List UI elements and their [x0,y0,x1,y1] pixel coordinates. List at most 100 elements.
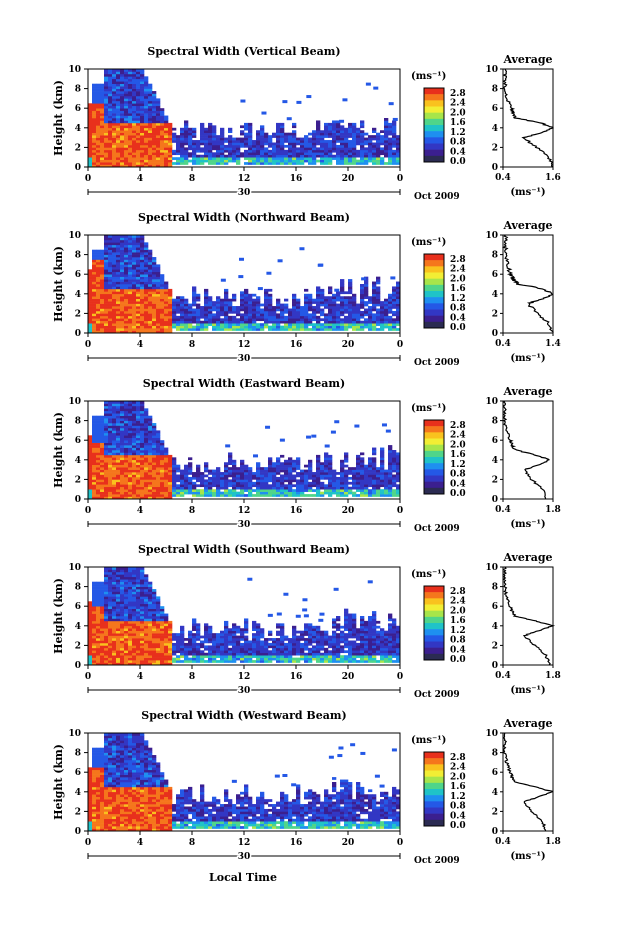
heatmap-cell [396,137,401,141]
heatmap-cell [152,98,157,102]
heatmap-cell [124,257,129,260]
heatmap-cell [136,83,141,87]
heatmap-cell [364,479,369,483]
heatmap-cell [264,494,269,497]
heatmap-cell [184,308,189,312]
heatmap-cell [132,330,137,334]
heatmap-cell [336,308,341,312]
heatmap-cell [108,108,113,111]
heatmap-cell [148,320,153,324]
heatmap-cell [116,147,121,151]
heatmap-cell [96,464,101,468]
heatmap-cell [108,157,113,160]
heatmap-cell [332,144,337,148]
heatmap-cell [364,494,369,497]
heatmap-cell [120,464,125,468]
heatmap-cell [140,147,145,151]
heatmap-cell [180,303,185,307]
heatmap-cell [168,484,173,488]
heatmap-cell [144,418,149,421]
heatmap-cell [112,401,117,404]
heatmap-cell [168,157,173,160]
heatmap-cell [108,601,113,605]
heatmap-cell [156,113,161,116]
heatmap-cell [220,301,225,304]
heatmap-cell [136,328,141,331]
heatmap-cell [284,318,289,322]
date-label: Oct 2009 [414,524,460,534]
heatmap-cell [148,293,153,297]
heatmap-cell [140,469,145,473]
heatmap-cell [396,310,401,314]
heatmap-cell [304,154,309,158]
heatmap-cell [360,137,365,141]
heatmap-cell [156,281,161,285]
heatmap-cell [244,288,249,292]
heatmap-cell [112,474,117,478]
heatmap-cell [284,459,289,463]
heatmap-cell [100,596,105,600]
heatmap-cell [148,496,153,500]
heatmap-cell [280,122,285,126]
heatmap-cell [316,301,321,304]
heatmap-cell [180,476,185,480]
heatmap-cell [320,157,325,160]
heatmap-cell [236,484,241,488]
heatmap-cell [108,442,113,446]
heatmap-cell [100,137,105,141]
heatmap-cell [268,288,273,292]
heatmap-cell [368,149,373,153]
heatmap-cell [104,405,109,409]
heatmap-cell [280,162,285,165]
heatmap-cell [104,425,109,429]
heatmap-cell [380,306,385,309]
heatmap-cell [192,484,197,488]
heatmap-cell [116,95,121,99]
heatmap-cell [104,474,109,478]
heatmap-cell [308,469,313,473]
heatmap-cell [116,318,121,322]
heatmap-cell [128,405,133,409]
heatmap-cell [396,296,401,299]
heatmap-cell [368,135,373,138]
colorbar-frame [423,87,445,163]
heatmap-cell [268,315,273,319]
heatmap-cell [112,135,117,138]
heatmap-cell [148,454,153,458]
heatmap-cell [112,418,117,421]
heatmap-cell [268,469,273,473]
heatmap-cell [96,596,101,600]
heatmap-cell [336,149,341,153]
heatmap-cell [92,95,97,99]
heatmap-cell [292,328,297,331]
heatmap-cell [136,144,141,148]
heatmap-cell [168,325,173,329]
heatmap-cell [104,257,109,260]
heatmap-cell [168,127,173,131]
heatmap-cell [360,479,365,483]
heatmap-cell [132,159,137,163]
heatmap-cell [212,159,217,163]
heatmap-cell [184,132,189,136]
heatmap-cell [112,142,117,146]
heatmap-cell [156,303,161,307]
heatmap-cell [256,298,261,302]
heatmap-cell [204,291,209,295]
heatmap-cell [300,308,305,312]
heatmap-cell [396,281,401,285]
heatmap-cell [376,286,381,290]
heatmap-cell [324,454,329,458]
heatmap-cell [176,491,181,495]
heatmap-cell [120,494,125,497]
heatmap-cell [96,591,101,595]
heatmap-cell [112,122,117,126]
heatmap-cell [112,574,117,578]
heatmap-cell [108,264,113,268]
heatmap-cell [140,328,145,331]
heatmap-cell [96,293,101,297]
heatmap-cell [124,266,129,270]
heatmap-cell [88,496,93,500]
heatmap-cell [308,296,313,299]
heatmap-cell [388,445,393,448]
heatmap-cell [316,479,321,483]
